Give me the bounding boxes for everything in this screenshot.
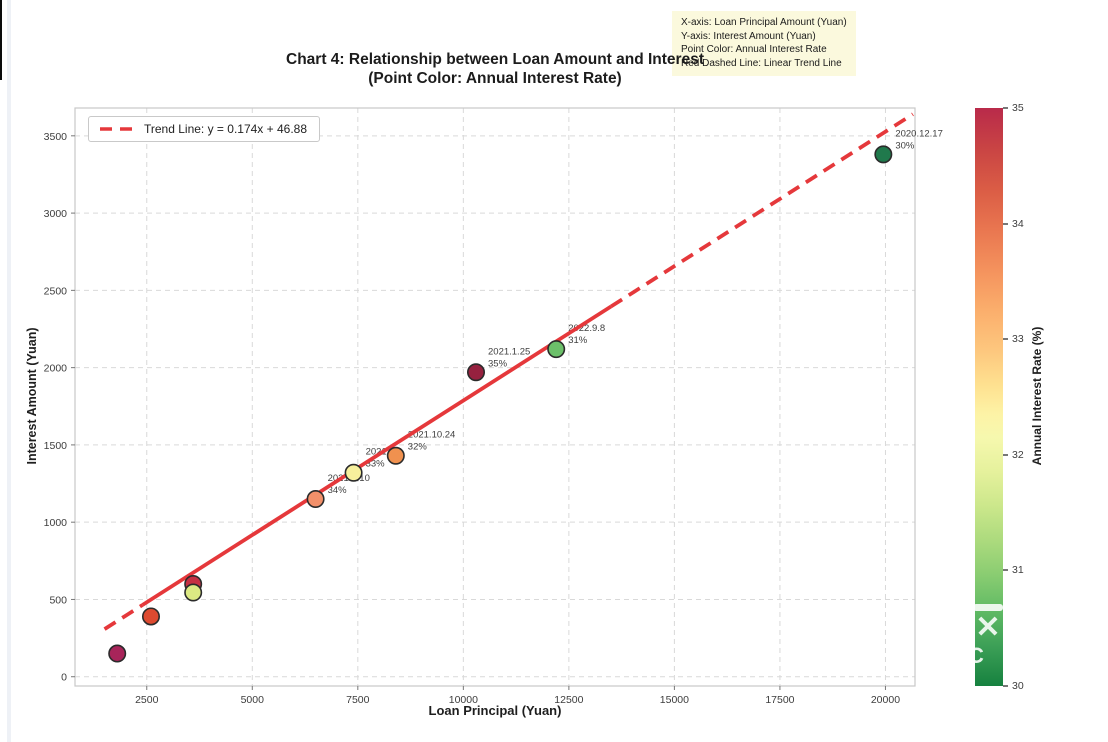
x-tick-label: 15000 bbox=[660, 694, 689, 706]
chart-title: Chart 4: Relationship between Loan Amoun… bbox=[75, 50, 915, 88]
legend: Trend Line: y = 0.174x + 46.88 bbox=[88, 116, 321, 142]
y-tick-label: 3000 bbox=[44, 208, 68, 220]
screen-edge-band bbox=[7, 0, 11, 742]
point-annotation-date: 2022.9.8 bbox=[568, 323, 605, 334]
info-line-yaxis: Y-axis: Interest Amount (Yuan) bbox=[681, 30, 816, 42]
scatter-point bbox=[184, 583, 203, 602]
colorbar-tick-label: 33 bbox=[1012, 333, 1024, 346]
chart-title-line2: (Point Color: Annual Interest Rate) bbox=[368, 70, 622, 87]
legend-trendline-label: Trend Line: y = 0.174x + 46.88 bbox=[144, 122, 308, 136]
colorbar-tick-label: 31 bbox=[1012, 564, 1024, 577]
colorbar-tick bbox=[1003, 107, 1008, 109]
scatter-point bbox=[108, 644, 127, 663]
colorbar-tick bbox=[1003, 222, 1008, 225]
point-annotation-date: 2021.10.24 bbox=[408, 430, 456, 441]
y-tick-label: 3500 bbox=[44, 131, 68, 143]
scatter-point bbox=[344, 463, 363, 482]
colorbar-title: Annual Interest Rate (%) bbox=[1030, 326, 1044, 466]
y-tick-label: 2000 bbox=[44, 363, 68, 375]
x-tick-label: 5000 bbox=[241, 694, 265, 706]
colorbar-gradient bbox=[975, 108, 1003, 686]
x-tick-label: 17500 bbox=[765, 694, 794, 706]
colorbar-tick bbox=[1003, 685, 1008, 687]
colorbar-tick bbox=[1003, 338, 1008, 341]
point-annotation-rate: 35% bbox=[488, 358, 508, 369]
axis-info-box: X-axis: Loan Principal Amount (Yuan) Y-a… bbox=[672, 11, 856, 76]
legend-dash-icon bbox=[100, 127, 134, 131]
scatter-point bbox=[547, 340, 566, 359]
scatter-point bbox=[874, 145, 893, 164]
info-line-trendline: Red Dashed Line: Linear Trend Line bbox=[681, 57, 842, 69]
point-annotation-rate: 32% bbox=[408, 442, 428, 453]
x-tick-label: 2500 bbox=[135, 694, 159, 706]
y-tick-label: 1500 bbox=[44, 440, 68, 452]
info-line-pointcolor: Point Color: Annual Interest Rate bbox=[681, 44, 827, 55]
trend-line-dashed bbox=[610, 112, 914, 309]
point-annotation-rate: 31% bbox=[568, 335, 588, 346]
trend-line-dashed bbox=[103, 603, 144, 631]
point-annotation-date: 2021.1.25 bbox=[488, 346, 530, 357]
x-tick-label: 20000 bbox=[871, 694, 900, 706]
x-tick-label: 7500 bbox=[346, 694, 370, 706]
scatter-point bbox=[306, 489, 325, 508]
scatter-point bbox=[467, 363, 486, 382]
trend-line-solid bbox=[141, 304, 613, 607]
scatter-point bbox=[386, 446, 405, 465]
colorbar-tick-label: 34 bbox=[1012, 217, 1024, 230]
y-tick-label: 0 bbox=[61, 672, 67, 684]
x-axis-title: Loan Principal (Yuan) bbox=[428, 703, 562, 718]
x-tick-label: 12500 bbox=[554, 694, 583, 706]
colorbar-tick-label: 35 bbox=[1012, 102, 1024, 114]
colorbar-tick bbox=[1003, 569, 1008, 572]
colorbar-tick-label: 30 bbox=[1012, 680, 1024, 692]
point-annotation-date: 2020.12.17 bbox=[895, 128, 943, 139]
screen-edge-artifact bbox=[0, 0, 2, 80]
y-tick-label: 2500 bbox=[44, 285, 68, 297]
point-annotation-rate: 30% bbox=[895, 140, 915, 151]
colorbar-tick bbox=[1003, 453, 1008, 456]
x-tick-label: 10000 bbox=[449, 694, 478, 706]
colorbar-tick-label: 32 bbox=[1012, 448, 1024, 461]
info-line-xaxis: X-axis: Loan Principal Amount (Yuan) bbox=[681, 17, 847, 28]
point-annotation-rate: 34% bbox=[328, 485, 348, 496]
plot-border bbox=[74, 107, 916, 687]
scatter-point bbox=[141, 607, 160, 626]
y-tick-label: 500 bbox=[49, 594, 67, 606]
y-tick-label: 1000 bbox=[44, 517, 68, 529]
chart-title-line1: Chart 4: Relationship between Loan Amoun… bbox=[286, 51, 704, 68]
point-annotation-rate: 33% bbox=[366, 459, 386, 470]
